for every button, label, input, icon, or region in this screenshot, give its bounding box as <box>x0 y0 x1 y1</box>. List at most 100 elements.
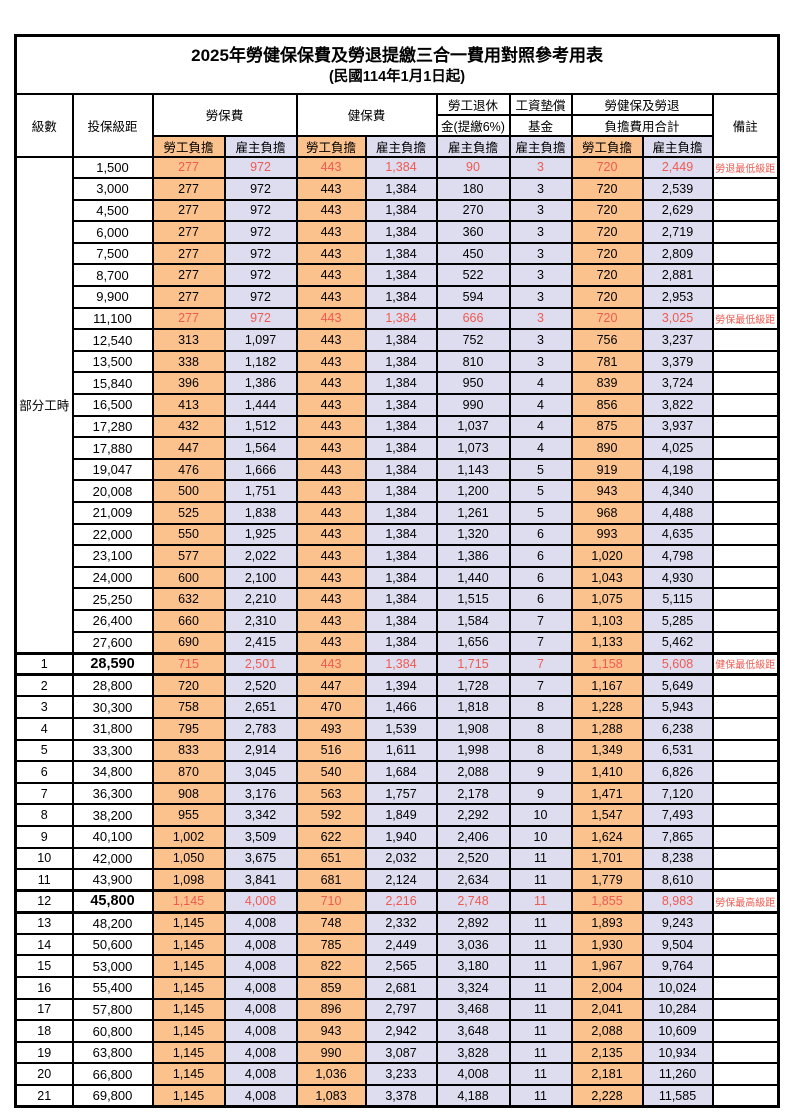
remark-cell <box>711 414 780 439</box>
value-cell: 493 <box>295 716 367 741</box>
value-cell: 3,237 <box>641 328 714 352</box>
bracket-cell: 24,000 <box>71 565 154 590</box>
bracket-cell: 19,047 <box>71 457 154 482</box>
value-cell: 1,384 <box>364 587 438 611</box>
value-cell: 11 <box>508 997 573 1022</box>
level-cell: 1 <box>14 651 74 677</box>
value-cell: 1,384 <box>364 544 438 568</box>
value-cell: 972 <box>223 285 298 309</box>
value-cell: 522 <box>435 263 511 288</box>
value-cell: 443 <box>295 241 367 266</box>
table-row: 9 40,100 1,002 3,509 622 1,940 2,406 10 1,624 7,8… <box>14 824 780 849</box>
bracket-cell: 42,000 <box>71 846 154 871</box>
value-cell: 660 <box>151 608 226 633</box>
value-cell: 4,008 <box>223 1040 298 1065</box>
remark-cell <box>711 608 780 633</box>
subheader-total-employee: 勞工負擔 <box>570 134 644 158</box>
value-cell: 443 <box>295 565 367 590</box>
value-cell: 338 <box>151 349 226 374</box>
bracket-cell: 6,000 <box>71 220 154 244</box>
table-row: 21 69,800 1,145 4,008 1,083 3,378 4,188 11 2,228… <box>14 1084 780 1108</box>
value-cell: 5,943 <box>641 695 714 719</box>
bracket-cell: 40,100 <box>71 824 154 849</box>
premium-reference-table: 2025年勞健保保費及勞退提繳三合一費用對照參考用表 (民國114年1月1日起)… <box>14 34 781 1109</box>
value-cell: 577 <box>151 544 226 568</box>
remark-cell <box>711 565 780 590</box>
value-cell: 1,158 <box>570 651 644 677</box>
bracket-cell: 45,800 <box>71 889 154 914</box>
value-cell: 720 <box>570 177 644 201</box>
value-cell: 1,908 <box>435 716 511 741</box>
value-cell: 2,881 <box>641 263 714 288</box>
value-cell: 990 <box>295 1040 367 1065</box>
header-labor-insurance: 勞保費 <box>151 92 298 137</box>
remark-cell <box>711 479 780 503</box>
value-cell: 4,488 <box>641 501 714 525</box>
level-cell: 4 <box>14 716 74 741</box>
remark-cell <box>711 1040 780 1065</box>
value-cell: 1,701 <box>570 846 644 871</box>
value-cell: 443 <box>295 544 367 568</box>
table-row: 7 36,300 908 3,176 563 1,757 2,178 9 1,471 7,120 <box>14 781 780 806</box>
value-cell: 2,719 <box>641 220 714 244</box>
bracket-cell: 50,600 <box>71 932 154 957</box>
value-cell: 2,797 <box>364 997 438 1022</box>
value-cell: 4,930 <box>641 565 714 590</box>
value-cell: 4,008 <box>223 954 298 979</box>
value-cell: 1,384 <box>364 241 438 266</box>
table-row: 17,880 447 1,564 443 1,384 1,073 4 890 4,025 <box>16 436 780 460</box>
subheader-labor-employer: 雇主負擔 <box>223 134 298 158</box>
value-cell: 1,261 <box>435 501 511 525</box>
value-cell: 5 <box>508 501 573 525</box>
remark-cell <box>711 695 780 719</box>
value-cell: 2,406 <box>435 824 511 849</box>
value-cell: 1,384 <box>364 479 438 503</box>
table-row: 12,540 313 1,097 443 1,384 752 3 756 3,237 <box>16 328 780 352</box>
value-cell: 277 <box>151 263 226 288</box>
value-cell: 1,893 <box>570 911 644 935</box>
bracket-cell: 66,800 <box>71 1062 154 1087</box>
value-cell: 4,008 <box>223 911 298 935</box>
value-cell: 11 <box>508 846 573 871</box>
subheader-total-employer: 雇主負擔 <box>641 134 714 158</box>
value-cell: 3,675 <box>223 846 298 871</box>
header-wage-fund-line1: 工資墊償 <box>508 92 573 116</box>
title-cell: 2025年勞健保保費及勞退提繳三合一費用對照參考用表 (民國114年1月1日起) <box>14 34 780 95</box>
value-cell: 11 <box>508 868 573 892</box>
value-cell: 2,748 <box>435 889 511 914</box>
value-cell: 1,384 <box>364 285 438 309</box>
value-cell: 470 <box>295 695 367 719</box>
table-row: 部分工時 1,500 277 972 443 1,384 90 3 720 2,449 勞退最低級距 <box>14 155 780 655</box>
value-cell: 3,025 <box>641 306 714 331</box>
value-cell: 277 <box>151 306 226 331</box>
header-level: 級數 <box>14 92 74 158</box>
value-cell: 1,666 <box>223 457 298 482</box>
value-cell: 666 <box>435 306 511 331</box>
value-cell: 972 <box>223 155 298 180</box>
table-row: 22,000 550 1,925 443 1,384 1,320 6 993 4,635 <box>16 522 780 547</box>
value-cell: 5,608 <box>641 651 714 677</box>
value-cell: 3,045 <box>223 760 298 784</box>
value-cell: 443 <box>295 349 367 374</box>
value-cell: 2,032 <box>364 846 438 871</box>
value-cell: 1,967 <box>570 954 644 979</box>
bracket-cell: 16,500 <box>71 393 154 417</box>
value-cell: 4 <box>508 414 573 439</box>
value-cell: 720 <box>570 306 644 331</box>
value-cell: 1,384 <box>364 198 438 223</box>
value-cell: 710 <box>295 889 367 914</box>
value-cell: 3,180 <box>435 954 511 979</box>
level-cell: 12 <box>14 889 74 914</box>
value-cell: 4,188 <box>435 1084 511 1108</box>
value-cell: 870 <box>151 760 226 784</box>
value-cell: 943 <box>295 1019 367 1043</box>
value-cell: 6,531 <box>641 738 714 763</box>
value-cell: 5 <box>508 457 573 482</box>
value-cell: 443 <box>295 220 367 244</box>
value-cell: 3,087 <box>364 1040 438 1065</box>
value-cell: 7,865 <box>641 824 714 849</box>
value-cell: 447 <box>151 436 226 460</box>
value-cell: 1,584 <box>435 608 511 633</box>
value-cell: 6 <box>508 522 573 547</box>
value-cell: 443 <box>295 457 367 482</box>
